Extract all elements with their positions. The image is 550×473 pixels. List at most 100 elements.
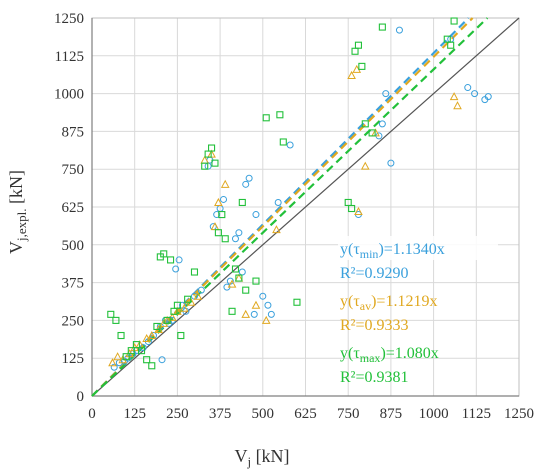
point-max: [211, 159, 219, 167]
point-max: [132, 341, 140, 349]
point-max: [228, 307, 236, 315]
y-tick-label: 375: [62, 276, 85, 292]
point-av: [251, 300, 261, 309]
point-max: [163, 316, 171, 324]
point-max: [293, 298, 301, 306]
point-min: [250, 310, 258, 318]
point-min: [231, 235, 239, 243]
point-min: [259, 292, 267, 300]
point-max: [368, 129, 376, 137]
point-max: [208, 144, 216, 152]
point-av: [227, 279, 237, 288]
point-min: [235, 229, 243, 237]
legend-bg-min-eq: [338, 236, 498, 260]
y-tick-label: 0: [77, 389, 85, 405]
point-min: [274, 198, 282, 206]
point-min: [382, 90, 390, 98]
legend-r2-max: R²=0.9381: [340, 369, 409, 386]
point-min: [378, 120, 386, 128]
fit-lines: [91, 17, 489, 397]
fit-line-max: [91, 17, 489, 397]
point-max: [262, 114, 270, 122]
point-min: [264, 301, 272, 309]
point-max: [218, 211, 226, 219]
point-min: [471, 90, 479, 98]
y-tick-label: 1125: [55, 49, 84, 65]
point-min: [110, 363, 118, 371]
series-max: [107, 17, 458, 370]
point-max: [235, 274, 243, 282]
point-min: [245, 174, 253, 182]
point-min: [158, 356, 166, 364]
data-points: [107, 17, 492, 371]
y-tick-label: 750: [62, 162, 85, 178]
point-max: [148, 362, 156, 370]
point-max: [242, 286, 250, 294]
point-min: [124, 354, 132, 362]
point-max: [378, 23, 386, 31]
point-av: [261, 315, 271, 324]
point-max: [153, 322, 161, 330]
point-av: [360, 161, 370, 170]
point-max: [450, 17, 458, 25]
y-tick-label: 1250: [54, 11, 84, 27]
x-axis-label: Vj [kN]: [234, 446, 289, 469]
x-tick-label: 750: [337, 406, 360, 422]
x-tick-label: 250: [166, 406, 189, 422]
tick-labels: 0 125 250 375 500 625 750 875 1000 1125 1250 0 125 25…: [54, 11, 534, 422]
point-max: [184, 295, 192, 303]
point-av: [449, 92, 459, 101]
point-av: [179, 303, 189, 312]
point-max: [112, 316, 120, 324]
point-av: [241, 309, 251, 318]
y-tick-label: 1000: [54, 87, 84, 103]
x-tick-label: 125: [123, 406, 146, 422]
reference-line: [91, 17, 520, 397]
point-max: [127, 347, 135, 355]
point-min: [197, 286, 205, 294]
x-tick-label: 0: [88, 406, 96, 422]
legend-r2-av: R²=0.9333: [340, 317, 409, 334]
point-av: [214, 197, 223, 206]
point-min: [267, 310, 275, 318]
point-max: [160, 250, 168, 258]
point-min: [220, 195, 228, 203]
fit-line-min: [91, 17, 470, 397]
point-min: [464, 84, 472, 92]
y-tick-label: 625: [62, 200, 85, 216]
point-av: [354, 206, 363, 216]
point-max: [201, 162, 209, 170]
point-max: [214, 229, 222, 237]
y-tick-label: 500: [62, 238, 85, 254]
y-tick-label: 125: [62, 351, 85, 367]
point-av: [453, 101, 462, 110]
legend-eq-min: y(τmin)=1.1340x: [340, 241, 445, 261]
point-max: [348, 204, 356, 213]
point-av: [220, 179, 230, 188]
point-max: [238, 198, 246, 207]
point-max: [276, 111, 284, 119]
point-max: [354, 41, 362, 49]
x-tick-label: 1250: [504, 406, 534, 422]
point-min: [175, 256, 183, 264]
point-max: [107, 310, 115, 318]
x-tick-label: 1000: [419, 406, 449, 422]
point-max: [358, 62, 366, 70]
y-tick-label: 250: [62, 313, 85, 329]
point-min: [395, 26, 403, 34]
point-max: [361, 120, 369, 128]
point-max: [122, 353, 130, 361]
x-tick-label: 500: [252, 406, 275, 422]
point-max: [173, 301, 181, 309]
point-max: [167, 256, 175, 264]
point-max: [137, 347, 146, 355]
point-min: [242, 180, 250, 188]
point-min: [286, 141, 294, 149]
point-max: [177, 331, 185, 340]
point-max: [252, 277, 260, 285]
point-av: [193, 291, 203, 300]
point-min: [213, 211, 221, 219]
point-av: [108, 358, 117, 367]
point-min: [172, 265, 180, 273]
